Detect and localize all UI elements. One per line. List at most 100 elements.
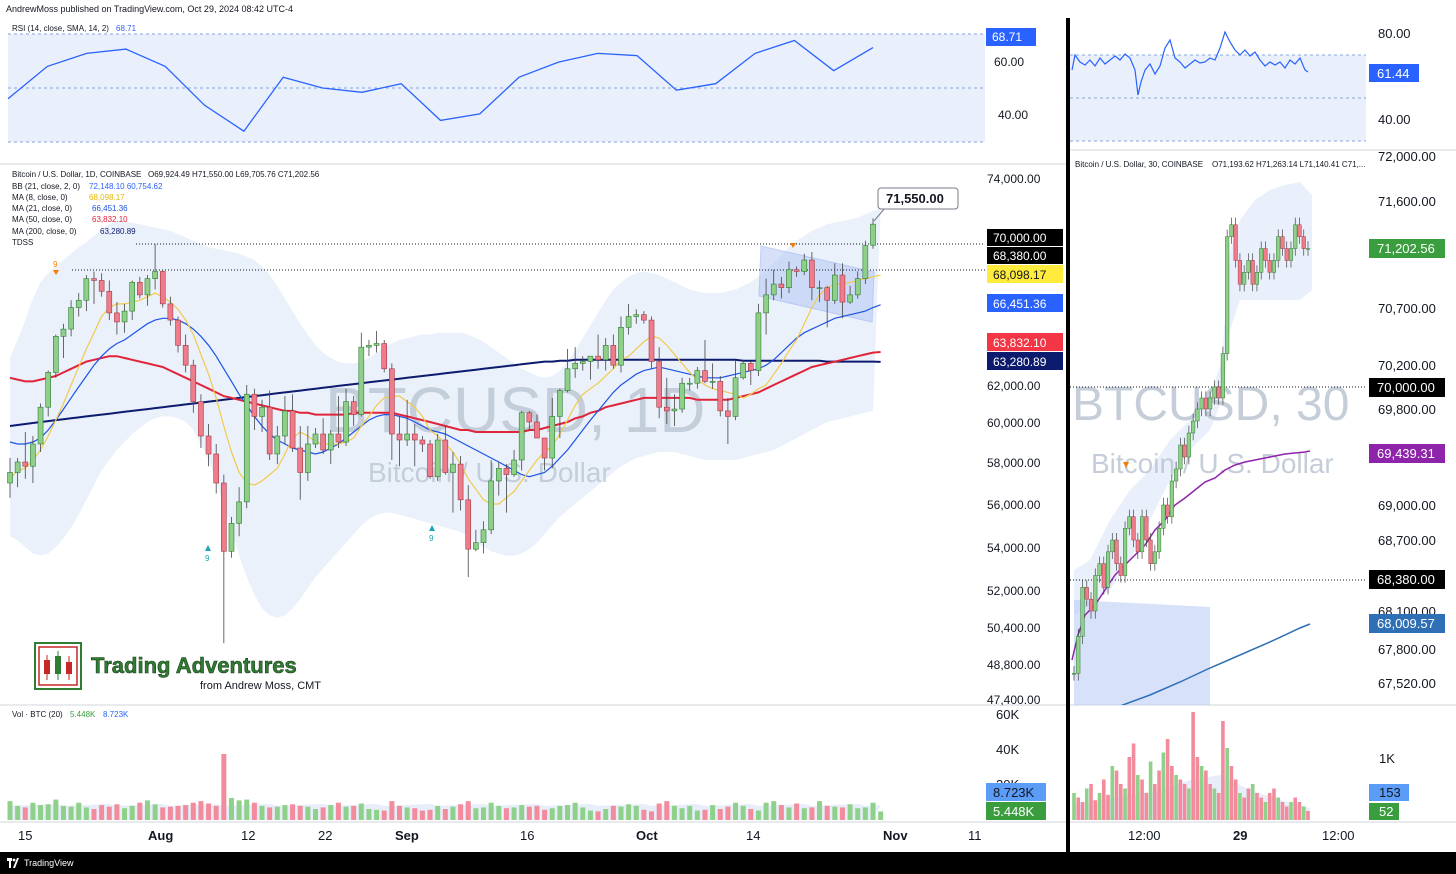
candle-body-30m [1093,575,1098,612]
volume-bar-30m [1306,811,1310,820]
time-tick-aug: Aug [148,828,173,843]
candle-body [305,443,311,473]
candle-body [778,283,785,288]
volume-bar [396,805,402,820]
candle-body-30m [1182,444,1187,458]
time-tick-nov: Nov [883,828,908,843]
price-axis[interactable]: 74,000.00 62,000.00 60,000.00 58,000.00 … [987,172,1041,707]
candle-body-30m [1242,272,1247,285]
candle-body [282,410,288,437]
volume-bar-30m [1101,779,1106,820]
volume-bar [587,810,593,820]
legend-ma50-value: 63,832.10 [92,215,128,224]
candle-body [60,328,67,337]
candle-body [381,343,388,370]
candle-body [816,287,823,289]
right-time-tick-1200: 12:00 [1128,828,1161,843]
right-purple-label: 69,439.31 [1377,446,1435,461]
volume-bar-30m [1182,784,1187,820]
legend-bb-values: 72,148.10 60,754.62 [89,182,163,191]
candle-body-30m [1220,353,1225,399]
volume-bar-30m [1072,793,1076,820]
candle-body [663,406,670,412]
volume-bar-30m [1276,797,1281,820]
volume-bar [847,804,853,820]
volume-bar [870,802,876,820]
chart-canvas[interactable]: RSI (14, close, SMA, 14, 2) 68.71 60.00 … [0,0,1456,852]
legend-ma200-value: 63,280.89 [100,227,136,236]
legend-bb: BB (21, close, 2, 0) [12,182,80,191]
right-last-label-box [1369,239,1445,258]
candle-body [579,361,586,364]
right-volume-panel[interactable]: 1K 153 52 [1072,712,1409,820]
candle-body [595,355,601,361]
candle-body [457,463,464,501]
candle-body [763,294,769,314]
volume-bar-30m [1225,748,1229,820]
candle-body-30m [1288,248,1294,261]
candle-body [98,280,105,292]
volume-bar-30m [1284,806,1289,820]
left-rsi-panel[interactable]: RSI (14, close, SMA, 14, 2) 68.71 60.00 … [7,24,1036,143]
candle-body [503,467,510,475]
volume-bar-30m [1174,775,1178,820]
candle-body-30m [1076,636,1081,674]
candle-body [221,482,227,552]
volume-bar-30m [1272,788,1276,820]
volume-bar [358,803,364,820]
volume-bar [557,805,563,820]
right-vol-box [1369,803,1399,820]
candle-body-30m [1267,260,1272,273]
candle-body [259,406,265,417]
left-time-axis[interactable]: 15 Aug 12 22 Sep 16 Oct 14 Nov 11 [18,828,982,843]
candle-body [473,542,479,550]
candle-body-30m [1259,248,1264,273]
left-price-panel[interactable]: BTCUSD, 1D Bitcoin / U.S. Dollar 9 9 9 B… [7,170,1064,707]
candle-body [870,223,876,246]
candle-body-30m [1135,539,1140,553]
candle-body [121,310,128,323]
volume-bar-30m [1289,802,1293,820]
chart-divider[interactable] [1066,18,1070,852]
candle-body [14,461,21,473]
volume-bar-30m [1195,757,1200,820]
left-volume-panel[interactable]: Vol · BTC (20) 5.448K 8.723K 60K 40K 20K… [7,707,1047,820]
vol-tick-60k: 60K [996,707,1019,722]
vol-legend-v2: 8.723K [103,710,129,719]
price-tick-74000: 74,000.00 [987,172,1041,186]
candle-body [748,363,754,371]
right-price-panel[interactable]: BTCUSD, 30 Bitcoin / U.S. Dollar Bitcoin… [1070,149,1445,706]
high-callout-box[interactable] [877,187,959,210]
candle-body [709,381,716,383]
bull-flag-channel[interactable] [758,245,875,323]
candle-body [205,435,212,455]
candle-body [480,529,487,543]
volume-bar [53,799,59,820]
volume-bar [572,802,578,820]
candle-body-30m [1123,528,1128,576]
right-rsi-panel[interactable]: 80.00 40.00 61.44 [1070,26,1419,142]
volume-bar [618,806,624,820]
candle-body-30m [1088,598,1094,612]
volume-bar-30m [1131,743,1136,820]
volume-bar [626,804,632,820]
volume-bar-30m [1089,784,1093,820]
candle-body-30m [1174,468,1179,482]
right-time-axis[interactable]: 12:00 29 12:00 [1128,828,1355,843]
candle-body [327,433,334,451]
candle-body [740,363,746,379]
candle-body [411,433,418,441]
volume-bar [175,805,181,820]
candle-body [832,274,838,301]
right-volume-profile-box[interactable] [1074,600,1210,705]
right-tick-69000: 69,000.00 [1378,498,1436,513]
daily-candles [7,218,876,644]
time-tick-sep: Sep [395,828,419,843]
candle-body [45,372,51,408]
candle-body [824,287,830,301]
candle-body [75,299,82,308]
candle-body [725,410,731,417]
candle-body-30m [1271,260,1277,273]
volume-bar [496,805,502,820]
right-price-axis[interactable]: 72,000.00 71,600.00 70,700.00 70,200.00 … [1378,149,1436,691]
